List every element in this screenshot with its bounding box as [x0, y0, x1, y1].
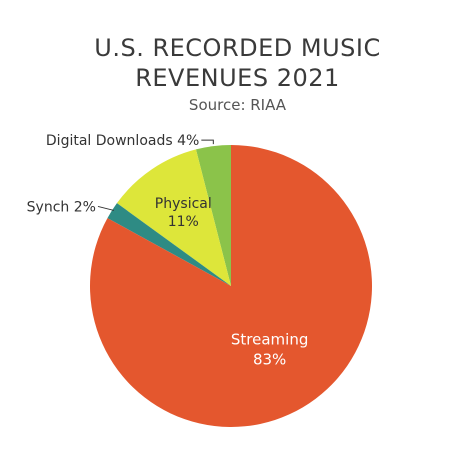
chart-title-line-1: U.S. RECORDED MUSIC — [94, 34, 381, 62]
slice-label-physical: Physical — [155, 196, 212, 212]
slice-pct-streaming: 83% — [253, 351, 286, 369]
slice-pct-physical: 11% — [168, 214, 199, 230]
slice-label-digital-downloads: Digital Downloads 4% — [46, 133, 199, 149]
pie-slice-physical — [116, 149, 231, 286]
chart-subtitle: Source: RIAA — [188, 96, 287, 114]
pie-slice-digital-downloads — [195, 145, 231, 286]
leader-line-synch — [97, 205, 115, 211]
leader-line-digital-downloads — [201, 139, 214, 145]
chart-title-line-2: REVENUES 2021 — [135, 64, 340, 92]
slice-label-streaming: Streaming — [231, 331, 308, 349]
pie-slice-streaming — [90, 145, 373, 427]
slice-label-synch: Synch 2% — [27, 199, 96, 215]
pie-slice-synch — [107, 203, 231, 286]
